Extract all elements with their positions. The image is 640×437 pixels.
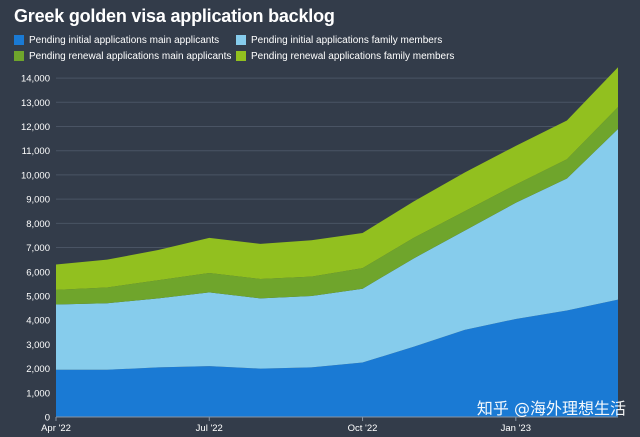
y-tick-label: 5,000 xyxy=(26,291,50,302)
legend-row: Pending renewal applications main applic… xyxy=(14,48,624,64)
series-area xyxy=(56,107,618,305)
y-tick-label: 4,000 xyxy=(26,316,50,327)
y-tick-label: 2,000 xyxy=(26,364,50,375)
x-tick-label: Oct '22 xyxy=(348,423,378,434)
series-area xyxy=(56,299,618,417)
legend-item-renewal-family[interactable]: Pending renewal applications family memb… xyxy=(236,51,454,62)
legend-item-renewal-main[interactable]: Pending renewal applications main applic… xyxy=(14,51,236,62)
y-tick-label: 8,000 xyxy=(26,219,50,230)
y-tick-label: 1,000 xyxy=(26,388,50,399)
series-area xyxy=(56,128,618,370)
x-tick-label: Apr '22 xyxy=(41,423,71,434)
legend-item-initial-family[interactable]: Pending initial applications family memb… xyxy=(236,35,442,46)
legend-swatch xyxy=(14,51,24,61)
series-area xyxy=(56,67,618,290)
legend-item-initial-main[interactable]: Pending initial applications main applic… xyxy=(14,35,236,46)
y-tick-label: 0 xyxy=(45,413,50,424)
x-tick-label: Jan '23 xyxy=(501,423,531,434)
chart-title: Greek golden visa application backlog xyxy=(14,6,335,26)
legend-row: Pending initial applications main applic… xyxy=(14,32,624,48)
watermark-text: 知乎 @海外理想生活 xyxy=(476,399,626,418)
legend-label: Pending initial applications main applic… xyxy=(29,34,220,46)
y-tick-label: 13,000 xyxy=(21,98,50,109)
legend-swatch xyxy=(236,35,246,45)
y-tick-label: 14,000 xyxy=(21,74,50,85)
legend-label: Pending renewal applications main applic… xyxy=(29,50,232,62)
legend-swatch xyxy=(14,35,24,45)
y-tick-label: 11,000 xyxy=(22,146,50,157)
x-tick-label: Jul '22 xyxy=(196,423,223,434)
y-tick-label: 6,000 xyxy=(26,267,50,278)
legend: Pending initial applications main applic… xyxy=(14,32,624,64)
legend-swatch xyxy=(236,51,246,61)
y-tick-label: 10,000 xyxy=(21,170,50,181)
y-tick-label: 7,000 xyxy=(26,243,50,254)
y-tick-label: 9,000 xyxy=(26,195,50,206)
y-tick-label: 3,000 xyxy=(26,340,50,351)
legend-label: Pending initial applications family memb… xyxy=(251,34,443,46)
y-tick-label: 12,000 xyxy=(21,122,50,133)
legend-label: Pending renewal applications family memb… xyxy=(251,50,455,62)
